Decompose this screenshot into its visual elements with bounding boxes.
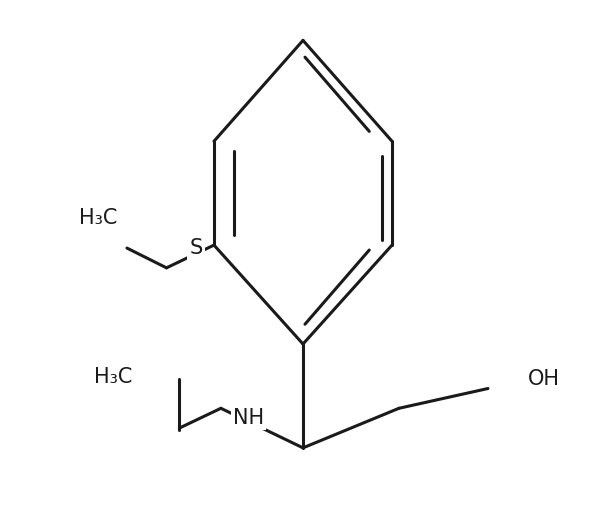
Text: OH: OH — [527, 369, 559, 389]
Text: S: S — [190, 238, 203, 258]
Text: H₃C: H₃C — [93, 367, 132, 387]
Text: NH: NH — [233, 408, 264, 428]
Text: H₃C: H₃C — [79, 208, 117, 229]
